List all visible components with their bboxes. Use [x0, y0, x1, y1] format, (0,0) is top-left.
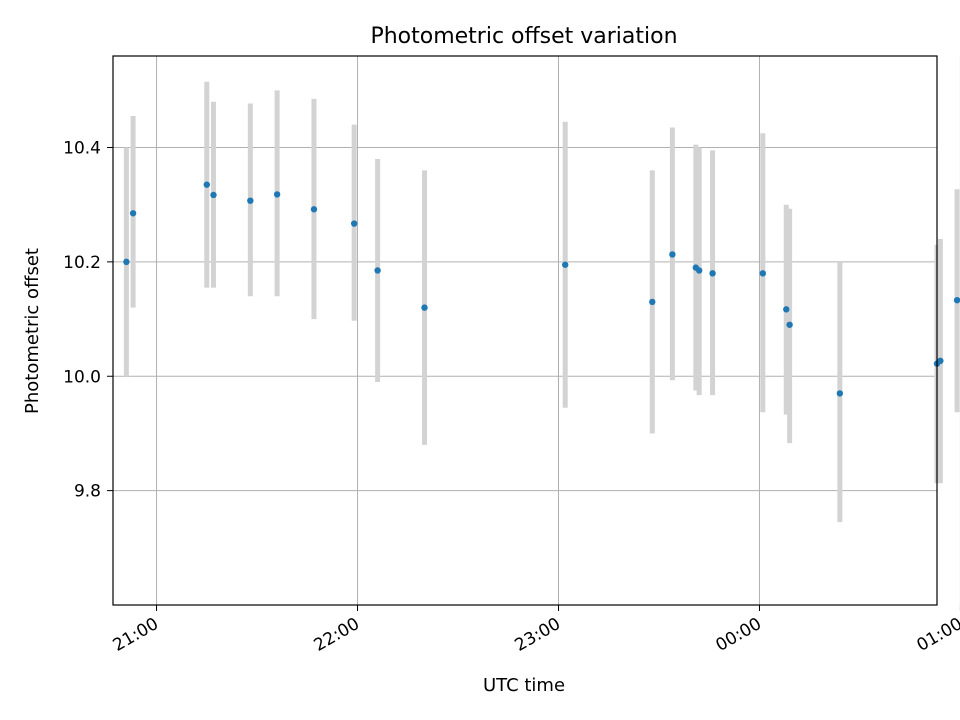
data-point	[783, 306, 790, 313]
data-point	[421, 304, 428, 311]
data-point	[709, 270, 716, 277]
y-tick-label: 10.0	[63, 367, 101, 387]
grid	[113, 56, 960, 605]
data-point	[123, 258, 130, 266]
data-point	[836, 390, 844, 397]
data-point	[759, 270, 767, 277]
plot-frame	[112, 55, 938, 606]
chart-title: Photometric offset variation	[370, 24, 677, 49]
x-tick-label: 01:00	[914, 614, 960, 656]
x-ticks: 21:00 22:00 23:00 00:00 01:00	[110, 605, 960, 656]
y-ticks: 9.8 10.0 10.2 10.4	[63, 139, 113, 502]
data-point	[247, 197, 254, 204]
error-bars	[123, 81, 960, 523]
data-point	[350, 220, 358, 227]
data-point	[786, 321, 793, 328]
x-axis-label: UTC time	[483, 675, 565, 696]
data-point	[129, 210, 137, 217]
x-tick-label: 00:00	[713, 614, 765, 656]
x-tick-label: 21:00	[110, 614, 162, 656]
data-point	[310, 206, 318, 213]
data-point	[374, 267, 381, 274]
x-tick-label: 22:00	[311, 614, 363, 656]
data-point	[669, 251, 676, 258]
x-tick-label: 23:00	[512, 614, 564, 656]
y-tick-label: 10.4	[63, 139, 101, 159]
data-point	[695, 267, 703, 274]
data-point	[210, 191, 217, 199]
data-point	[273, 191, 281, 198]
data-points	[123, 181, 960, 397]
data-point	[649, 298, 656, 306]
data-point	[953, 296, 960, 304]
y-axis-label: Photometric offset	[22, 248, 43, 414]
data-point	[203, 181, 210, 188]
data-point	[937, 357, 944, 365]
data-point	[561, 261, 569, 268]
y-tick-label: 9.8	[74, 482, 101, 502]
y-tick-label: 10.2	[63, 253, 101, 273]
